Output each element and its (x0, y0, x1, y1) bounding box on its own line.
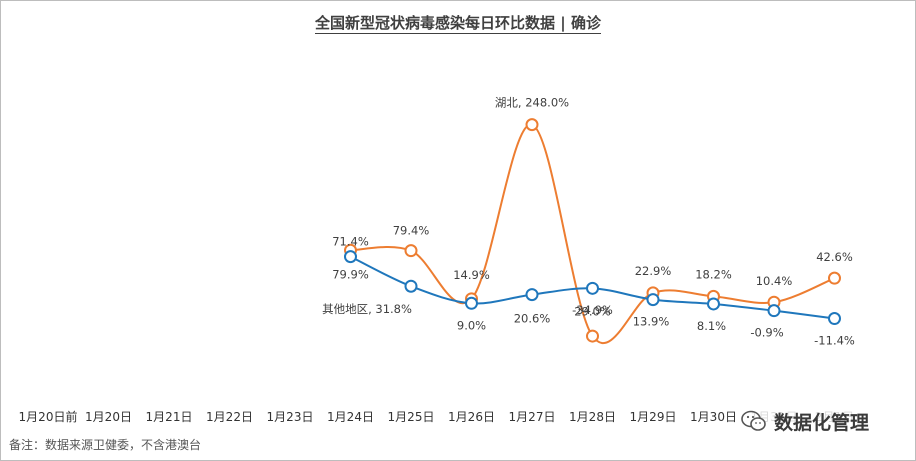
series-0-point (586, 329, 599, 343)
series-0-data-label: 22.9% (635, 264, 672, 278)
series-1-data-label: 8.1% (697, 319, 726, 333)
series-0-data-label: 42.6% (816, 250, 853, 264)
series-0-data-label: 湖北, 248.0% (495, 96, 569, 110)
x-tick-label: 1月20日 (85, 410, 132, 424)
series-1-point (646, 293, 660, 307)
x-tick-label: 1月28日 (569, 410, 616, 424)
series-1-data-label: -11.4% (814, 334, 855, 348)
x-tick-label: 1月27日 (509, 410, 556, 424)
series-0-data-label: 79.9% (332, 267, 369, 281)
series-1-point (465, 296, 478, 310)
series-1-point (767, 304, 781, 318)
series-0-data-label: 79.4% (393, 224, 430, 238)
x-tick-label: 1月29日 (630, 410, 677, 424)
series-1-data-label: 20.6% (514, 312, 551, 326)
x-tick-label: 1月30日 (690, 410, 737, 424)
series-0-data-label: 18.2% (695, 267, 732, 281)
series-1-point (707, 297, 720, 311)
series-line-0 (350, 123, 835, 345)
series-1-data-label: -0.9% (750, 326, 783, 340)
x-tick-label: 1月24日 (327, 410, 374, 424)
series-1-data-label: 9.0% (457, 318, 486, 332)
x-tick-label: 1月21日 (146, 410, 193, 424)
watermark-text: 数据化管理 (774, 411, 870, 434)
series-1-point (525, 288, 539, 302)
x-tick-label: 1月20日前 (19, 409, 78, 424)
series-0-data-label: 10.4% (756, 274, 793, 288)
watermark: 数据化管理 (736, 404, 874, 438)
series-1-point (344, 250, 357, 264)
series-0-point (404, 244, 418, 258)
chart-title: 全国新型冠状病毒感染每日环比数据 | 确诊 (315, 14, 601, 34)
x-tick-label: 1月26日 (448, 410, 495, 424)
series-0-point (525, 118, 539, 132)
series-0-point (828, 271, 841, 285)
x-tick-label: 1月25日 (388, 410, 435, 424)
footnote: 备注：数据来源卫健委，不含港澳台 (9, 438, 202, 452)
series-0-data-label: 14.9% (453, 268, 490, 282)
series-1-data-label: 13.9% (633, 315, 670, 329)
series-1-point (404, 279, 418, 293)
wechat-icon (741, 410, 766, 431)
series-1-data-label: 29.0% (574, 304, 611, 318)
series-1-point (828, 312, 841, 326)
series-0-data-label: -34.9% (572, 303, 613, 317)
series-1-data-label: 71.4% (332, 235, 369, 249)
x-tick-label: 1月22日 (206, 410, 253, 424)
series-1-point (586, 281, 599, 295)
series-1-data-label: 其他地区, 31.8% (322, 302, 412, 316)
x-tick-label: 1月23日 (267, 410, 314, 424)
